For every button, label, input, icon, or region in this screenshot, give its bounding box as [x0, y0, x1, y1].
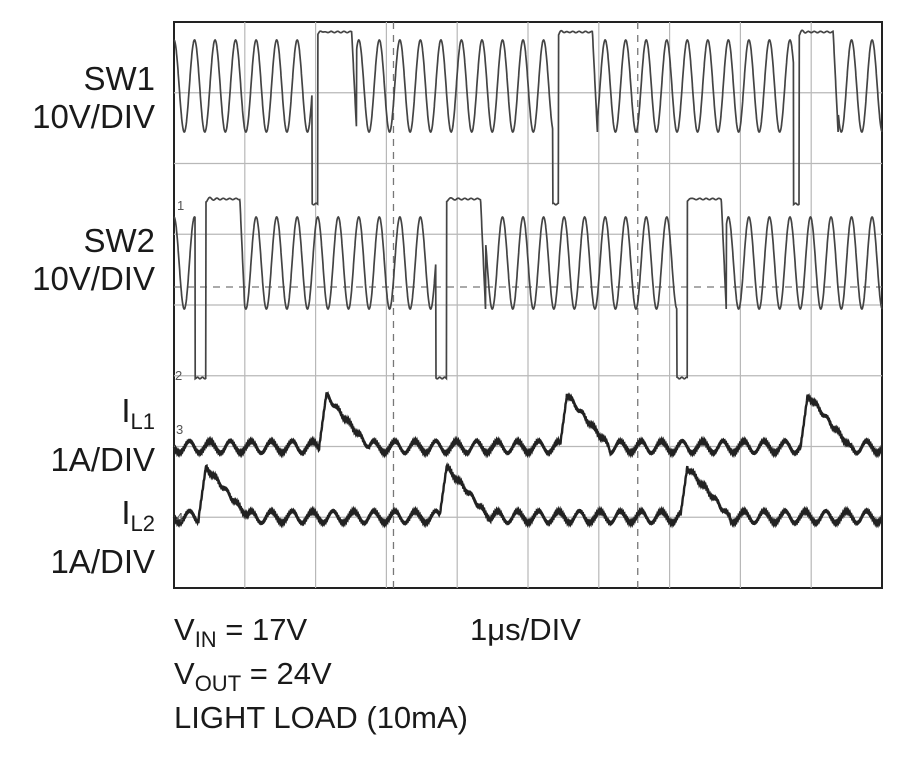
- load-condition: LIGHT LOAD (10mA): [174, 700, 469, 735]
- sw2-label: SW2 10V/DIV: [32, 222, 155, 298]
- il1-name: IL1: [121, 392, 155, 434]
- marker-1: 1: [177, 198, 184, 213]
- marker-4: 4: [176, 510, 183, 525]
- marker-3: 3: [176, 422, 183, 437]
- il2-label: IL2 1A/DIV: [50, 494, 155, 581]
- il1-scale: 1A/DIV: [50, 441, 155, 478]
- sw2-name: SW2: [83, 222, 155, 259]
- il2-scale: 1A/DIV: [50, 543, 155, 580]
- vout-condition: VOUT = 24V: [174, 656, 332, 696]
- traces: [172, 29, 883, 529]
- trace-il1: [172, 390, 883, 459]
- trace-il2: [172, 462, 883, 529]
- sw1-name: SW1: [83, 60, 155, 97]
- timebase: 1μs/DIV: [470, 612, 581, 647]
- il1-label: IL1 1A/DIV: [50, 392, 155, 479]
- sw1-label: SW1 10V/DIV: [32, 60, 155, 136]
- sw2-scale: 10V/DIV: [32, 260, 155, 297]
- vin-condition: VIN = 17V: [174, 612, 308, 652]
- trace-sw1: [173, 29, 883, 207]
- sw1-scale: 10V/DIV: [32, 98, 155, 135]
- marker-2: 2: [175, 368, 182, 383]
- trace-sw2: [173, 196, 883, 381]
- il2-name: IL2: [121, 494, 155, 536]
